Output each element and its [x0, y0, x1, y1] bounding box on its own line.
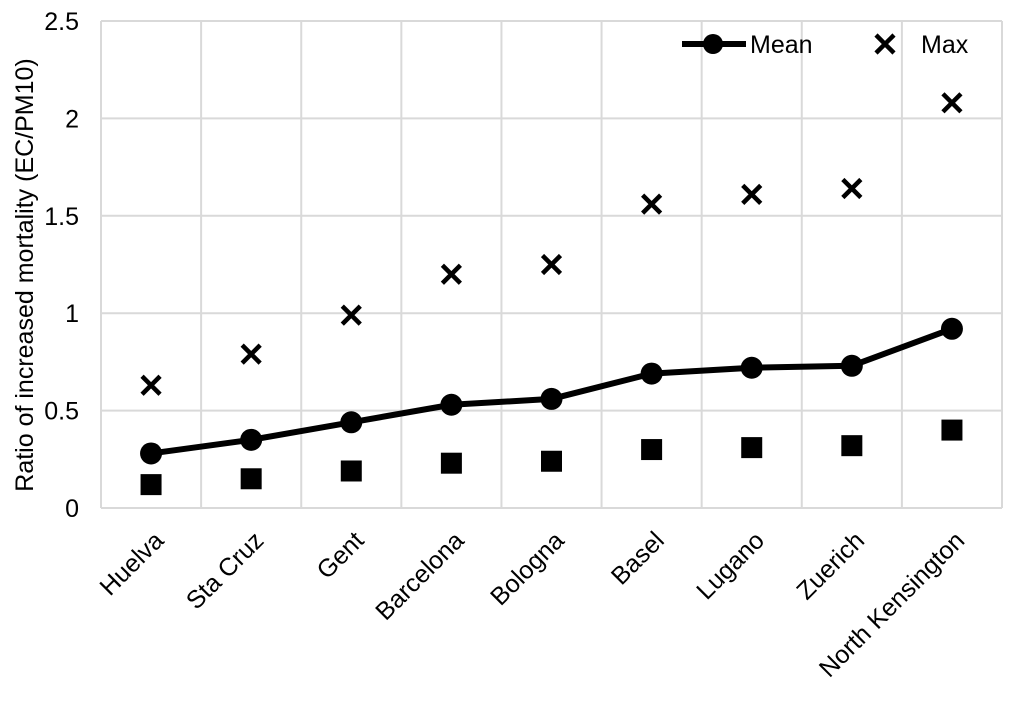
y-tick-label: 1.5 — [44, 203, 79, 231]
mean-point — [540, 387, 563, 410]
mean-point — [740, 356, 763, 379]
max-point — [240, 343, 262, 365]
y-axis-title: Ratio of increased mortality (EC/PM10) — [11, 58, 39, 491]
y-tick-label: 0 — [65, 495, 79, 523]
square-point — [440, 452, 462, 474]
mean-point — [240, 428, 263, 451]
category-label: Basel — [606, 526, 670, 590]
square-point — [240, 468, 262, 490]
square-point — [941, 419, 963, 441]
category-label: Bologna — [485, 526, 570, 611]
legend-mean-label: Mean — [750, 31, 813, 59]
max-point — [540, 253, 563, 276]
y-tick-label: 0.5 — [44, 398, 79, 426]
square-point — [340, 460, 362, 482]
legend-item-max: Max — [874, 31, 969, 59]
mean-point — [840, 354, 863, 377]
square-point — [140, 474, 162, 496]
square-point — [641, 439, 663, 461]
max-point — [340, 304, 362, 326]
mean-point — [440, 393, 463, 416]
legend-mean-marker — [703, 34, 723, 54]
category-label: Gent — [311, 526, 369, 584]
square-point — [841, 435, 863, 457]
series-max — [140, 92, 963, 396]
series-unnamed-squares — [140, 419, 963, 496]
category-label: Huelva — [94, 526, 169, 601]
y-tick-label: 2 — [65, 105, 79, 133]
series-mean — [140, 317, 963, 465]
y-tick-label: 2.5 — [44, 8, 79, 36]
category-labels: Huelva Sta Cruz Gent Barcelona Bologna Basel L… — [94, 526, 970, 682]
legend: Mean Max — [682, 31, 969, 59]
mean-point — [140, 442, 163, 465]
max-point — [641, 193, 663, 215]
mean-point — [940, 317, 963, 340]
max-point — [941, 92, 963, 114]
max-point — [841, 177, 863, 200]
square-point — [541, 450, 562, 472]
legend-max-label: Max — [921, 31, 969, 59]
legend-max-marker — [874, 33, 896, 55]
mean-point — [340, 411, 363, 434]
y-tick-labels: 0 0.5 1 1.5 2 2.5 — [44, 8, 79, 523]
category-label: Barcelona — [370, 526, 469, 625]
max-point — [140, 374, 162, 396]
category-label: Lugano — [691, 526, 770, 605]
square-point — [741, 437, 763, 459]
max-point — [741, 183, 763, 205]
max-point — [440, 263, 462, 285]
category-label: Sta Cruz — [181, 526, 270, 615]
mean-point — [640, 362, 663, 385]
legend-item-mean: Mean — [682, 31, 813, 59]
series — [140, 92, 963, 496]
category-label: Zuerich — [791, 526, 870, 605]
grid — [100, 20, 1003, 509]
y-tick-label: 1 — [65, 300, 79, 328]
